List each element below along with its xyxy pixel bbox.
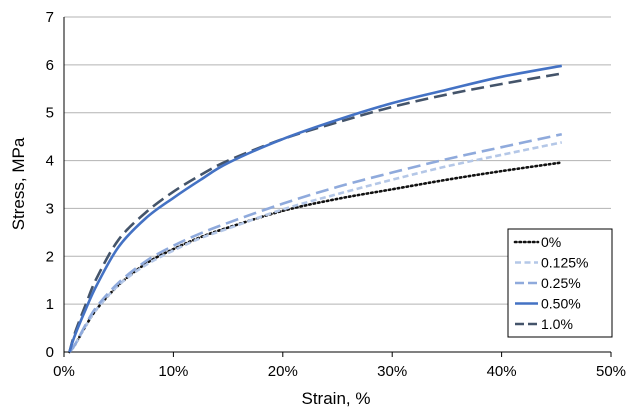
legend-label: 0.125% (541, 255, 588, 271)
series-line-3 (68, 132, 563, 353)
x-tick-label: 30% (377, 363, 407, 380)
legend-box (507, 228, 613, 338)
x-tick-label: 20% (268, 363, 298, 380)
series-line-5 (68, 72, 562, 353)
y-tick-label: 4 (46, 153, 54, 170)
legend-label: 1.0% (541, 316, 573, 332)
series-line-1 (68, 161, 564, 354)
series-lines (68, 64, 564, 354)
x-tick-label: 10% (158, 363, 188, 380)
y-tick-label: 7 (46, 9, 54, 26)
y-tick-label: 2 (46, 248, 54, 265)
y-tick-label: 5 (46, 105, 54, 122)
y-tick-label: 6 (46, 57, 54, 74)
x-tick-label: 40% (487, 363, 517, 380)
series-line-4 (68, 64, 563, 353)
x-tick-label: 0% (53, 363, 75, 380)
y-tick-label: 0 (46, 344, 54, 361)
y-tick-labels: 0 1 2 3 4 5 6 7 (46, 9, 54, 361)
series-line-2 (68, 141, 563, 353)
legend-label: 0.50% (541, 296, 581, 312)
axes (63, 17, 612, 357)
legend: 0% 0.125% 0.25% 0.50% 1.0% (507, 228, 613, 338)
gridlines (64, 16, 611, 305)
x-axis-title: Strain, % (302, 389, 371, 408)
y-tick-label: 1 (46, 296, 54, 313)
y-tick-label: 3 (46, 200, 54, 217)
y-axis-title: Stress, MPa (9, 137, 28, 230)
legend-label: 0% (541, 234, 561, 250)
legend-label: 0.25% (541, 275, 581, 291)
x-tick-labels: 0% 10% 20% 30% 40% 50% (53, 363, 626, 380)
x-tick-label: 50% (596, 363, 626, 380)
